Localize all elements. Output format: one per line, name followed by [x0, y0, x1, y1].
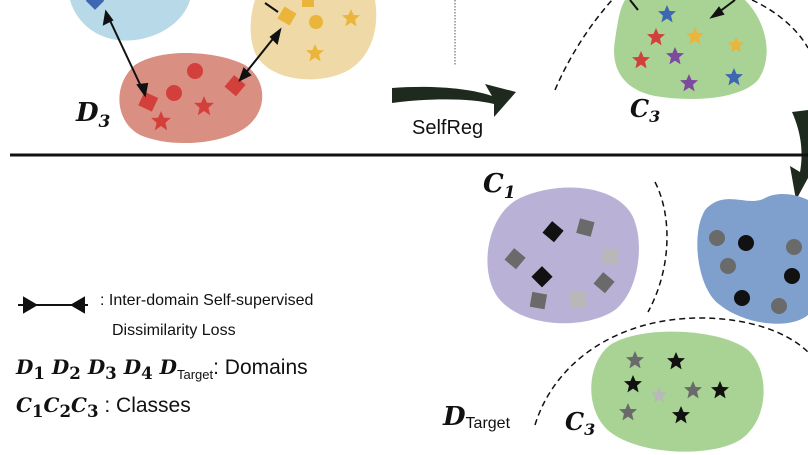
- decision-boundary-bottom-vertical: [647, 181, 668, 313]
- class-blob-green-bottom: [591, 331, 764, 452]
- square-markers-bottom: [504, 218, 620, 310]
- square-marker: [601, 247, 620, 266]
- decision-boundary-top-left: [554, 0, 613, 91]
- circle-marker: [709, 230, 725, 246]
- circle-marker: [720, 258, 736, 274]
- square-marker: [529, 291, 548, 310]
- domain-blob-yellow: [250, 0, 377, 80]
- red-circle-marker: [187, 63, 203, 79]
- square-marker: [531, 266, 553, 288]
- square-marker: [570, 292, 585, 307]
- label-c1: C1: [483, 169, 516, 203]
- label-c3-bottom: C3: [565, 407, 595, 439]
- red-square-marker: [138, 91, 159, 112]
- decision-boundary-top-right: [751, 0, 808, 49]
- selfreg-label: SelfReg: [412, 117, 483, 139]
- decision-boundary-bottom-curve: [534, 317, 808, 426]
- red-circle-marker: [166, 85, 182, 101]
- legend-loss-line2: Dissimilarity Loss: [112, 322, 236, 339]
- legend-domains: D1 D2 D3 D4 DTarget: Domains: [16, 355, 308, 383]
- circle-marker: [734, 290, 750, 306]
- blue-square-marker: [85, 0, 105, 10]
- label-c3-top: C3: [630, 94, 660, 126]
- legend-loss-line1: : Inter-domain Self-supervised: [100, 292, 314, 309]
- square-marker: [542, 221, 564, 243]
- circle-marker: [771, 298, 787, 314]
- square-marker: [576, 218, 595, 237]
- yellow-circle-marker: [309, 15, 323, 29]
- dissimilarity-loss-arrows-top: [102, 2, 282, 98]
- yellow-square-marker: [277, 6, 297, 26]
- circle-marker: [784, 268, 800, 284]
- circle-marker: [786, 239, 802, 255]
- yellow-square-marker: [302, 0, 314, 7]
- label-d3-top: D3: [75, 98, 111, 132]
- dissimilarity-loss-arrows-green: [629, 0, 736, 19]
- yellow-markers: [277, 0, 360, 62]
- circle-marker: [738, 235, 754, 251]
- legend-classes: C1C2C3 : Classes: [16, 393, 191, 421]
- selfreg-arrow: [392, 84, 516, 117]
- flow-arrow-right: [790, 110, 808, 200]
- circle-markers-bottom: [709, 230, 802, 314]
- square-marker: [504, 248, 526, 270]
- domain-blob-blue: [70, 0, 190, 41]
- class-blob-steel: [697, 194, 808, 324]
- label-dtarget: DTarget: [442, 402, 511, 432]
- loss-arrow-symbol: [18, 296, 88, 314]
- square-marker: [593, 272, 615, 294]
